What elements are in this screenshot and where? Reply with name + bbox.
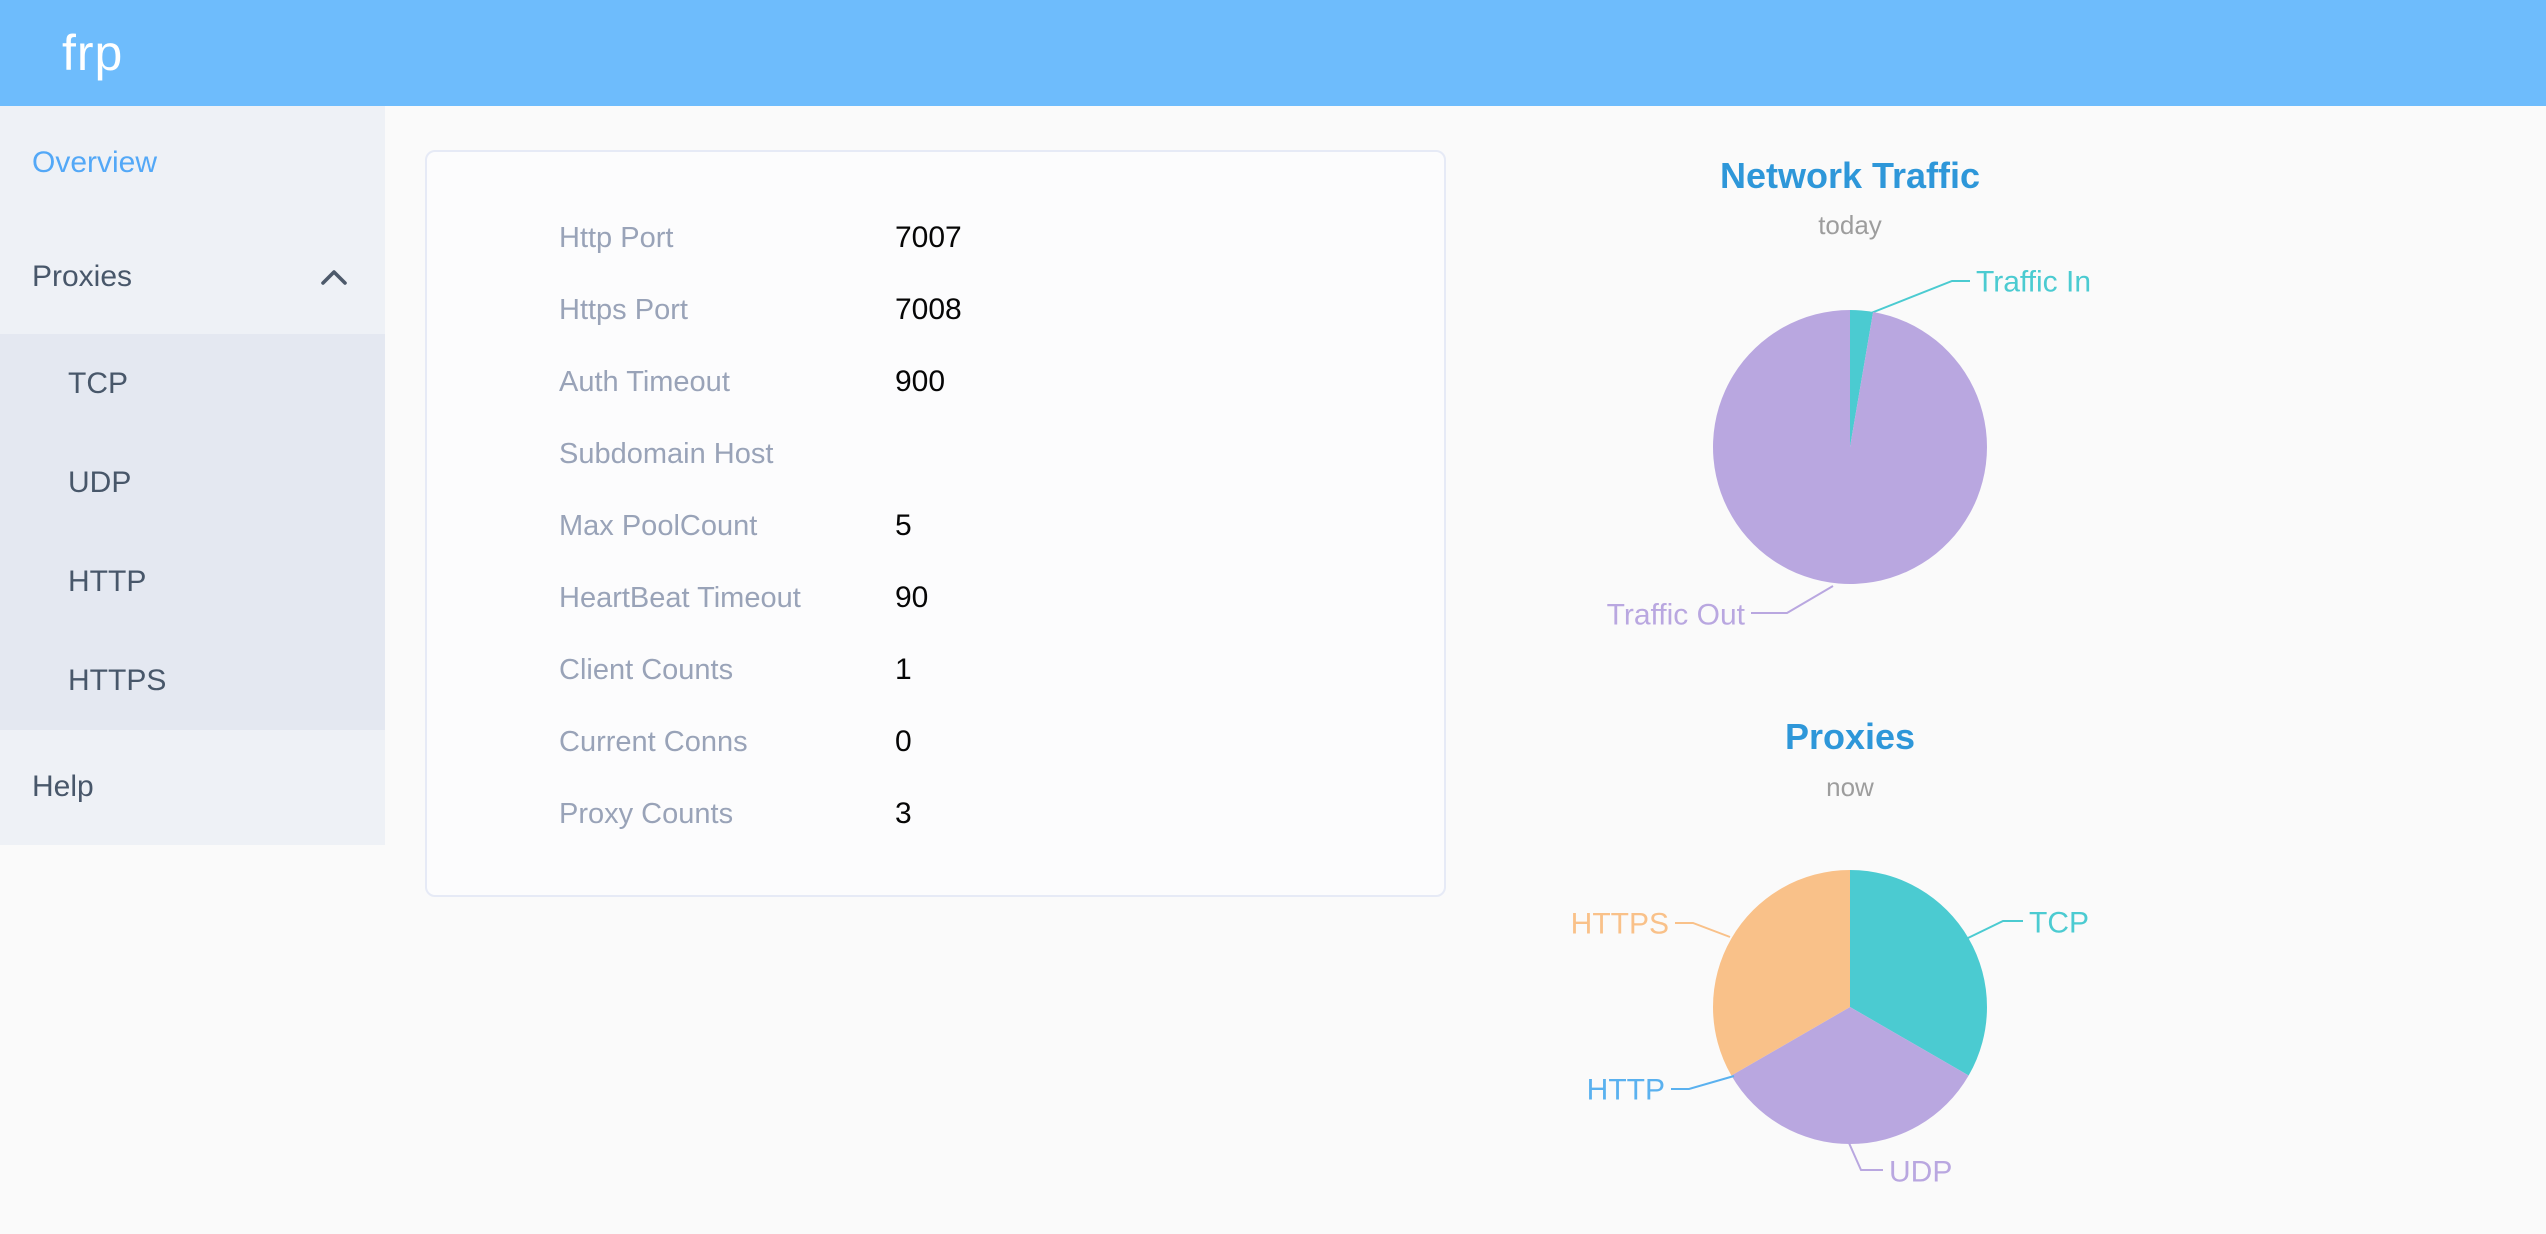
sidebar-submenu-proxies: TCP UDP HTTP HTTPS xyxy=(0,334,385,730)
pie-label-https: HTTPS xyxy=(1571,908,1669,941)
pie-label-traffic-in: Traffic In xyxy=(1976,266,2091,299)
config-row: Subdomain Host xyxy=(559,418,1444,490)
pie-slice-https[interactable] xyxy=(1712,870,1850,1076)
config-value: 7007 xyxy=(895,221,962,254)
pie-label-line-tcp xyxy=(1967,920,2023,939)
server-config-rows: Http Port 7007 Https Port 7008 Auth Timeout 9… xyxy=(559,202,1444,850)
sidebar-item-label: HTTPS xyxy=(68,663,167,697)
config-row: Https Port 7008 xyxy=(559,274,1444,346)
app-header: frp xyxy=(0,0,2546,106)
config-row: Client Counts 1 xyxy=(559,634,1444,706)
sidebar-item-udp[interactable]: UDP xyxy=(0,433,385,532)
sidebar-item-overview[interactable]: Overview xyxy=(0,106,385,220)
config-label: Http Port xyxy=(559,221,674,254)
config-label: Proxy Counts xyxy=(559,797,734,830)
sidebar-item-proxies[interactable]: Proxies xyxy=(0,220,385,334)
config-value: 7008 xyxy=(895,293,962,326)
sidebar-item-label: Proxies xyxy=(32,260,133,293)
pie-label-udp: UDP xyxy=(1889,1156,1952,1189)
pie-label-line-udp xyxy=(1848,1142,1883,1171)
chevron-up-icon xyxy=(321,270,347,285)
pie-label-http: HTTP xyxy=(1587,1074,1665,1107)
proxies-pie: TCP UDP HTTP HTTPS xyxy=(1571,870,2089,1189)
config-value: 5 xyxy=(895,509,912,542)
config-label: Auth Timeout xyxy=(559,365,730,398)
sidebar-item-label: Help xyxy=(32,770,94,803)
sidebar-item-label: HTTP xyxy=(68,564,147,598)
proxies-chart-subtitle: now xyxy=(1826,772,1874,802)
config-row: Max PoolCount 5 xyxy=(559,490,1444,562)
config-row: Auth Timeout 900 xyxy=(559,346,1444,418)
pie-slice-traffic-in[interactable] xyxy=(1850,310,1874,447)
pie-label-traffic-out: Traffic Out xyxy=(1607,599,1746,632)
config-label: Subdomain Host xyxy=(559,437,774,470)
pie-label-line-traffic-out xyxy=(1751,585,1834,614)
proxies-chart-title: Proxies xyxy=(1784,716,1916,757)
sidebar-item-https[interactable]: HTTPS xyxy=(0,631,385,730)
config-row: Current Conns 0 xyxy=(559,706,1444,778)
config-value: 90 xyxy=(895,581,929,614)
sidebar-item-help[interactable]: Help xyxy=(0,730,385,844)
config-label: Max PoolCount xyxy=(559,509,758,542)
config-value: 0 xyxy=(895,725,912,758)
pie-label-tcp: TCP xyxy=(2029,907,2089,940)
server-config-card: Http Port 7007 Https Port 7008 Auth Timeout 9… xyxy=(425,150,1446,897)
sidebar-item-http[interactable]: HTTP xyxy=(0,532,385,631)
config-row: Proxy Counts 3 xyxy=(559,778,1444,850)
app-logo: frp xyxy=(62,25,124,81)
config-row: Http Port 7007 xyxy=(559,202,1444,274)
pie-label-line-https xyxy=(1675,922,1731,938)
sidebar-item-label: Overview xyxy=(32,146,158,179)
config-row: HeartBeat Timeout 90 xyxy=(559,562,1444,634)
config-label: Https Port xyxy=(559,293,688,326)
config-value: 1 xyxy=(895,653,912,686)
sidebar-item-label: TCP xyxy=(68,366,128,400)
sidebar-item-tcp[interactable]: TCP xyxy=(0,334,385,433)
network-traffic-pie: Traffic In Traffic Out xyxy=(1607,266,2091,632)
pie-label-line-traffic-in xyxy=(1860,280,1970,318)
config-label: HeartBeat Timeout xyxy=(559,581,801,614)
pie-slice-tcp[interactable] xyxy=(1850,870,1987,1076)
network-traffic-title: Network Traffic xyxy=(1719,155,1981,196)
pie-label-line-http xyxy=(1671,1075,1735,1090)
config-label: Current Conns xyxy=(559,725,748,758)
pie-slice-traffic-out[interactable] xyxy=(1712,310,1987,584)
config-value: 900 xyxy=(895,365,946,398)
sidebar: Overview Proxies TCP UDP HTTP HTTPS Help xyxy=(0,106,385,845)
config-value: 3 xyxy=(895,797,912,830)
config-label: Client Counts xyxy=(559,653,734,686)
sidebar-item-label: UDP xyxy=(68,465,132,499)
network-traffic-subtitle: today xyxy=(1818,210,1882,240)
